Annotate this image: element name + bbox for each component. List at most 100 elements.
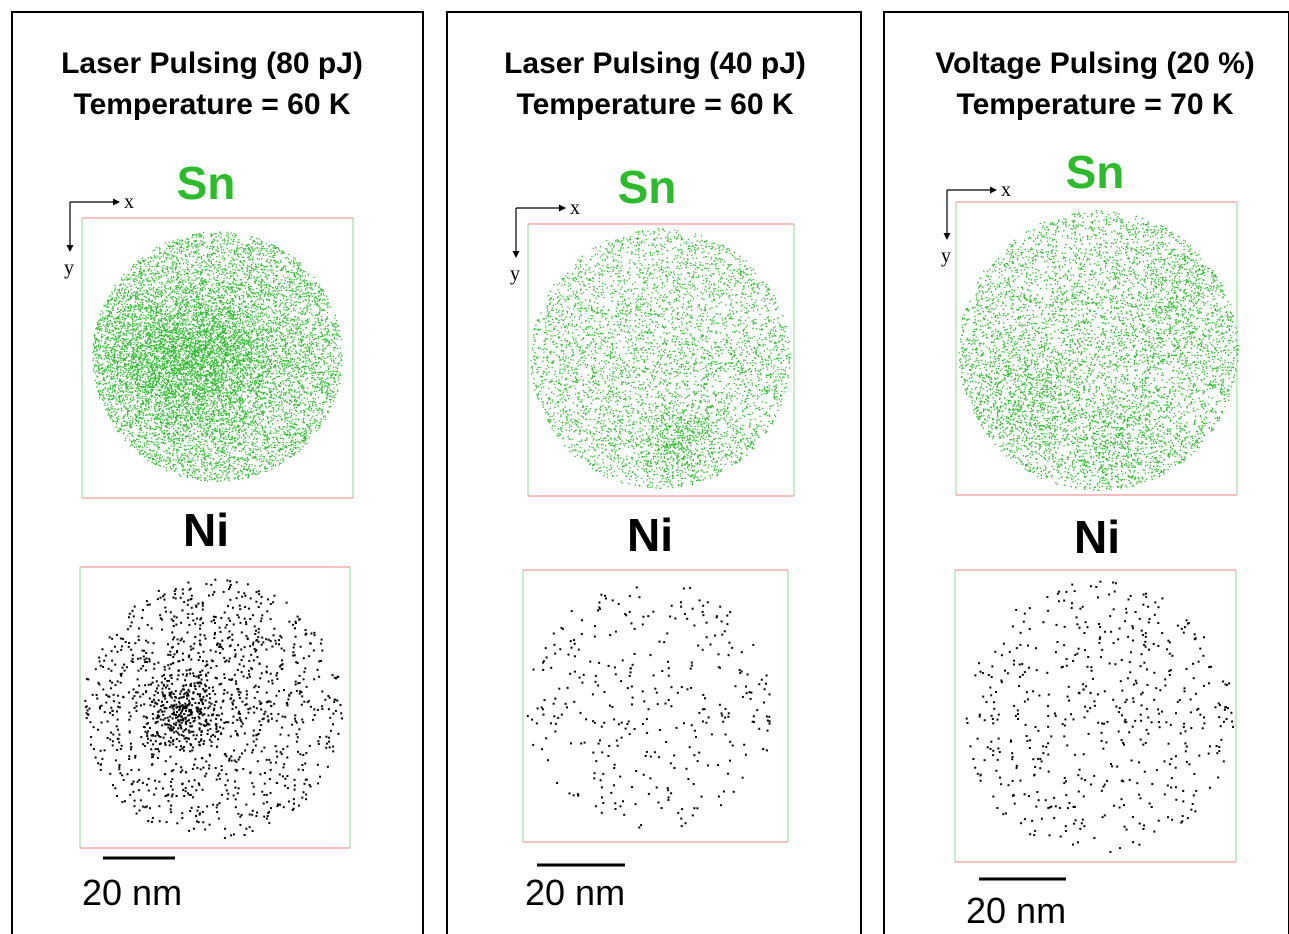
atom-dot (212, 325, 213, 326)
atom-dot (228, 421, 229, 422)
atom-dot (165, 253, 166, 254)
atom-dot (311, 381, 312, 382)
atom-dot (174, 309, 175, 310)
atom-dot (139, 432, 140, 433)
atom-dot (101, 320, 102, 321)
atom-dot (304, 281, 305, 282)
atom-dot (233, 395, 234, 396)
atom-dot (197, 257, 198, 258)
atom-dot (265, 276, 266, 277)
atom-dot (124, 289, 125, 290)
atom-dot (325, 340, 326, 341)
atom-dot (153, 463, 154, 464)
atom-dot (314, 385, 315, 386)
atom-dot (308, 365, 309, 366)
atom-dot (194, 471, 195, 472)
atom-dot (331, 399, 332, 400)
atom-dot (237, 245, 238, 246)
atom-dot (253, 468, 254, 469)
atom-dot (248, 386, 249, 387)
atom-dot (135, 390, 136, 391)
atom-dot (182, 240, 183, 241)
atom-dot (217, 431, 218, 432)
atom-dot (289, 295, 290, 296)
atom-dot (253, 410, 254, 411)
atom-dot (156, 389, 157, 390)
atom-dot (300, 291, 301, 292)
atom-dot (239, 417, 240, 418)
atom-dot (276, 416, 277, 417)
atom-dot (289, 411, 290, 412)
atom-dot (224, 258, 225, 259)
atom-dot (199, 267, 200, 268)
atom-dot (228, 236, 229, 237)
atom-dot (300, 359, 301, 360)
atom-dot (217, 403, 218, 404)
atom-dot (295, 324, 296, 325)
atom-dot (224, 400, 225, 401)
atom-dot (172, 443, 173, 444)
atom-dot (160, 465, 161, 466)
atom-dot (127, 408, 128, 409)
atom-dot (276, 360, 277, 361)
atom-dot (195, 469, 196, 470)
atom-dot (272, 460, 273, 461)
atom-dot (247, 380, 248, 381)
atom-dot (279, 362, 280, 363)
atom-dot (277, 358, 278, 359)
atom-dot (181, 294, 182, 295)
atom-dot (298, 441, 299, 442)
atom-dot (205, 288, 206, 289)
atom-dot (175, 297, 176, 298)
atom-dot (312, 375, 313, 376)
atom-dot (195, 463, 196, 464)
atom-dot (263, 338, 264, 339)
atom-dot (277, 295, 278, 296)
atom-dot (293, 308, 294, 309)
atom-dot (303, 389, 304, 390)
atom-dot (260, 450, 261, 451)
atom-dot (221, 286, 222, 287)
atom-dot (269, 335, 270, 336)
atom-dot (180, 463, 181, 464)
atom-dot (128, 365, 129, 366)
atom-dot (267, 435, 268, 436)
atom-dot (135, 266, 136, 267)
atom-dot (143, 260, 144, 261)
atom-dot (333, 367, 334, 368)
atom-dot (216, 405, 217, 406)
atom-dot (288, 262, 289, 263)
atom-dot (291, 300, 292, 301)
sn-atom-map (92, 232, 342, 482)
atom-dot (298, 447, 299, 448)
atom-dot (144, 437, 145, 438)
atom-dot (324, 338, 325, 339)
atom-dot (241, 247, 242, 248)
atom-dot (262, 442, 263, 443)
atom-dot (194, 419, 195, 420)
atom-dot (289, 330, 290, 331)
atom-dot (144, 355, 145, 356)
atom-dot (319, 384, 320, 385)
atom-dot (209, 256, 210, 257)
atom-dot (193, 272, 194, 273)
atom-dot (322, 372, 323, 373)
atom-dot (291, 412, 292, 413)
atom-dot (280, 270, 281, 271)
atom-dot (177, 288, 178, 289)
atom-dot (327, 353, 328, 354)
atom-dot (302, 435, 303, 436)
atom-dot (125, 414, 126, 415)
atom-dot (298, 429, 299, 430)
atom-dot (186, 259, 187, 260)
atom-dot (302, 329, 303, 330)
atom-dot (315, 315, 316, 316)
atom-dot (259, 431, 260, 432)
atom-dot (178, 447, 179, 448)
atom-dot (319, 295, 320, 296)
atom-dot (224, 358, 225, 359)
atom-dot (104, 358, 105, 359)
atom-dot (335, 367, 336, 368)
atom-dot (151, 270, 152, 271)
atom-dot (287, 309, 288, 310)
